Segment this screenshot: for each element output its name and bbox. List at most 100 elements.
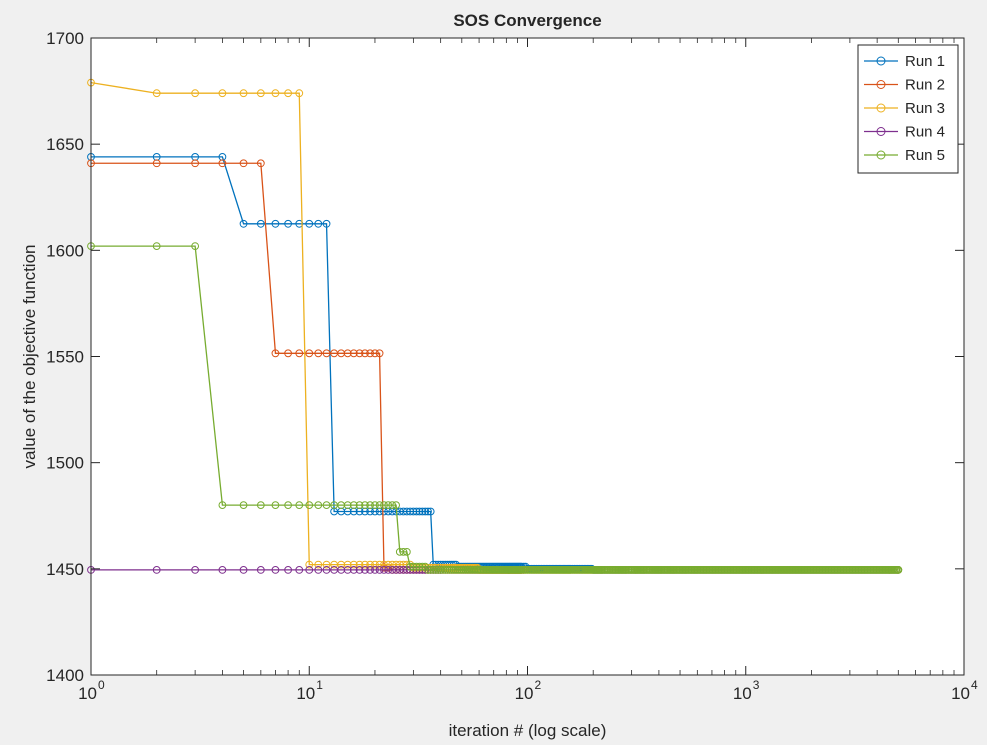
data-point [256,89,265,98]
data-point [284,565,293,574]
x-tick-base: 10 [951,684,970,703]
data-point [355,565,364,574]
data-point [355,560,364,569]
data-point [349,560,358,569]
data-point [384,501,393,510]
data-point [295,565,304,574]
data-point [305,501,314,510]
data-point [322,560,331,569]
data-point [343,501,352,510]
data-point [239,565,248,574]
data-point [305,219,314,228]
data-point [322,219,331,228]
data-point [361,501,369,510]
data-point [256,159,265,168]
data-point [349,565,358,574]
data-point [239,219,248,228]
data-point [409,507,418,516]
data-point [305,560,314,569]
data-point [412,507,421,516]
data-point [418,507,427,516]
data-point [343,565,352,574]
x-axis-label: iteration # (log scale) [449,721,607,740]
legend-marker [876,56,886,66]
data-point [271,565,280,574]
data-point [191,565,200,574]
y-tick-label: 1550 [46,348,84,367]
legend-item: Run 1 [864,53,945,70]
data-point [256,501,265,510]
y-tick-label: 1400 [46,666,84,685]
data-point [314,349,323,358]
x-tick-base: 10 [78,684,97,703]
y-tick-label: 1500 [46,454,84,473]
data-point [399,547,408,556]
data-point [314,219,323,228]
legend-item: Run 4 [864,124,945,141]
data-point [426,563,435,572]
data-point [218,89,227,98]
y-tick-label: 1700 [46,29,84,48]
data-point [415,562,424,571]
data-point [375,501,384,510]
legend-marker [876,80,886,89]
data-point [384,565,393,574]
legend[interactable]: Run 1 Run 2 Run 3 Run 4 Run 5 [857,44,959,174]
data-point [429,565,438,574]
data-point [295,501,304,510]
data-point [271,349,280,358]
data-point [412,562,421,571]
x-tick-label: 10 4 [951,678,978,703]
data-point [305,565,314,574]
data-point [295,89,304,98]
data-point [375,349,384,358]
x-tick-exponent: 3 [753,678,760,692]
data-point [152,159,161,168]
data-point [426,565,435,574]
data-point [361,560,369,569]
data-point [454,565,462,574]
x-tick-exponent: 1 [316,678,323,692]
legend-marker [876,103,886,113]
data-point [375,565,384,574]
data-point [429,563,438,572]
data-point [384,560,393,569]
data-point [191,89,200,98]
x-tick-label: 10 1 [296,678,323,703]
data-point [284,349,293,358]
x-tick-label: 10 0 [78,678,105,703]
data-point [314,560,323,569]
legend-label: Run 1 [905,53,945,70]
data-point [239,501,248,510]
data-point [447,565,456,574]
data-point [366,560,374,569]
data-point [284,501,293,510]
x-tick-exponent: 4 [971,678,978,692]
data-point [314,565,323,574]
data-point [343,560,352,569]
data-point [322,349,331,358]
legend-label: Run 3 [905,100,945,117]
data-point [375,560,384,569]
data-point [322,501,331,510]
data-point [371,349,379,358]
data-point [256,219,265,228]
data-point [519,565,528,574]
data-point [349,501,358,510]
data-point [355,349,364,358]
legend-marker [876,150,886,160]
data-point [380,560,388,569]
data-point [191,242,200,250]
y-axis-label: value of the objective function [20,245,39,469]
data-point [218,159,227,168]
data-point [388,560,397,569]
legend-label: Run 5 [905,147,945,164]
data-point [894,565,903,574]
data-point [152,89,161,98]
data-point [366,349,374,358]
data-point [191,159,200,168]
data-point [349,349,358,358]
legend-item: Run 5 [864,147,945,164]
data-point [361,565,369,574]
